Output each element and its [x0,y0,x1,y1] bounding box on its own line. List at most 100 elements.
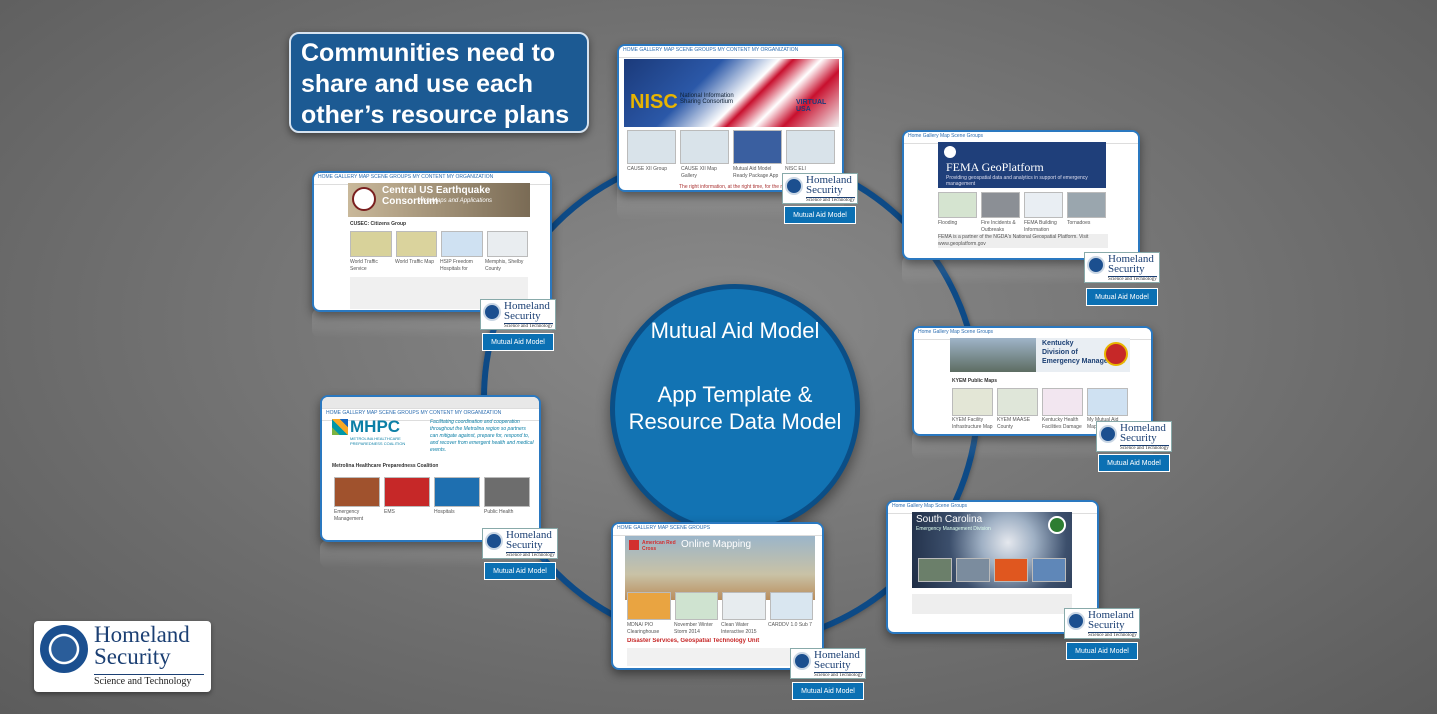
badge-word: Homeland [506,529,552,541]
ky-title: Kentucky [1042,340,1074,347]
mutual-aid-model-button[interactable]: Mutual Aid Model [1098,454,1170,472]
thumbnail[interactable] [918,558,952,582]
thumbnail[interactable] [786,130,835,164]
nisc-subtitle: National Information Sharing Consortium [680,93,734,105]
thumbnail[interactable] [434,477,480,507]
mutual-aid-model-button[interactable]: Mutual Aid Model [792,682,864,700]
badge-word: Science and Technology [806,197,855,203]
thumbnail[interactable] [395,231,437,257]
logo-word: Homeland [94,622,190,647]
thumbnail[interactable] [441,231,483,257]
mutual-aid-model-button[interactable]: Mutual Aid Model [784,206,856,224]
thumbnail[interactable] [994,558,1028,582]
thumbnail[interactable] [1087,388,1128,416]
mhpc-screenshot[interactable]: HOME GALLERY MAP SCENE GROUPS MY CONTENT… [320,395,541,542]
dhs-seal-icon [1087,256,1105,274]
cusec-screenshot[interactable]: HOME GALLERY MAP SCENE GROUPS MY CONTENT… [312,171,552,312]
kentucky-screenshot[interactable]: Home Gallery Map Scene Groups Kentucky D… [912,326,1153,436]
ky-title: Division of [1042,349,1078,356]
dhs-seal-icon [40,625,88,673]
thumbnail[interactable] [334,477,380,507]
badge-word: Homeland [504,300,550,312]
mhpc-logo-icon [332,419,348,435]
cusec-subtitle: Web Maps and Applications [418,198,493,204]
nisc-banner: NISC National Information Sharing Consor… [624,59,839,127]
site-nav: HOME GALLERY MAP SCENE GROUPS [613,524,822,536]
thumb-caption: EMS [384,509,395,515]
thumbnail[interactable] [486,231,528,257]
thumbnail[interactable] [938,192,977,218]
badge-word: Security [814,659,851,671]
thumbnail[interactable] [981,192,1020,218]
hub-title: Mutual Aid Model [650,318,820,343]
dhs-st-logo: Homeland Security Science and Technology [34,621,211,692]
thumbnail[interactable] [956,558,990,582]
hs-badge: Homeland Security Science and Technology [782,173,858,204]
thumbnail[interactable] [1042,388,1083,416]
dhs-seal-icon [485,532,503,550]
thumb-caption: NISC ELI [785,166,806,172]
thumbnail[interactable] [1032,558,1066,582]
nisc-screenshot[interactable]: HOME GALLERY MAP SCENE GROUPS MY CONTENT… [617,44,844,192]
fema-banner: FEMA GeoPlatform Providing geospatial da… [938,142,1106,188]
thumbnail[interactable] [384,477,430,507]
mutual-aid-model-button[interactable]: Mutual Aid Model [482,333,554,351]
thumbnail[interactable] [722,592,766,620]
mutual-aid-model-button[interactable]: Mutual Aid Model [484,562,556,580]
redcross-text-block [627,648,813,666]
mutual-aid-hub: Mutual Aid Model App Template & Resource… [610,284,860,534]
thumb-caption: Emergency Management [334,509,364,522]
cusec-banner: Central US Earthquake Consortium Web Map… [348,183,530,217]
mutual-aid-model-button[interactable]: Mutual Aid Model [1086,288,1158,306]
ky-title: Emergency Management [1042,358,1125,365]
thumb-row [952,388,1128,416]
mhpc-tagline: Facilitating coordination and cooperatio… [430,419,534,453]
thumbnail[interactable] [733,130,782,164]
thumbnail[interactable] [952,388,993,416]
browser-bar [322,397,539,409]
hs-badge: Homeland Security Science and Technology [482,528,558,559]
nisc-footer: The right information, at the right time… [679,184,807,190]
badge-word: Security [1120,432,1157,444]
mutual-aid-model-button[interactable]: Mutual Aid Model [1066,642,1138,660]
badge-word: Security [506,539,543,551]
thumbnail[interactable] [484,477,530,507]
thumbnail[interactable] [769,592,813,620]
red-cross-screenshot[interactable]: HOME GALLERY MAP SCENE GROUPS American R… [611,522,824,670]
virtual-usa-label: VIRTUAL USA [796,99,827,113]
badge-word: Science and Technology [814,672,863,678]
thumb-caption: Flooding [938,220,958,226]
callout-text: Communities need to share and use each o… [301,39,570,129]
thumb-row [938,192,1106,218]
ky-building-photo [950,338,1036,372]
thumb-caption: KYEM MAASE County Infrastructure Map [997,417,1031,430]
thumbnail[interactable] [1024,192,1063,218]
fema-footer: FEMA is a partner of the NGDA's National… [938,234,1108,248]
thumbnail[interactable] [627,130,676,164]
thumb-caption: Hospitals [434,509,455,515]
thumbnail[interactable] [674,592,718,620]
mhpc-section: Metrolina Healthcare Preparedness Coalit… [332,463,439,469]
redcross-brand: American Red Cross [642,540,676,552]
thumbnail[interactable] [1067,192,1106,218]
badge-word: Security [1088,619,1125,631]
thumbnail[interactable] [997,388,1038,416]
fema-screenshot[interactable]: Home Gallery Map Scene Groups FEMA GeoPl… [902,130,1140,260]
sc-title: South Carolina [916,514,983,525]
south-carolina-screenshot[interactable]: Home Gallery Map Scene Groups South Caro… [886,500,1099,634]
dhs-seal-icon [1067,612,1085,630]
badge-word: Homeland [1108,253,1154,265]
fema-seal-icon [944,146,956,158]
redcross-banner: American Red Cross Online Mapping [625,536,815,600]
sc-subtitle: Emergency Management Division [916,526,991,532]
callout-box: Communities need to share and use each o… [289,32,589,133]
sc-description-block [912,594,1072,614]
redcross-section: Disaster Services, Geospatial Technology… [627,638,760,644]
sc-seal-icon [1048,516,1066,534]
thumbnail[interactable] [680,130,729,164]
thumbnail[interactable] [350,231,392,257]
thumbnail[interactable] [627,592,671,620]
thumb-row [627,592,813,620]
mhpc-brand: MHPC [350,417,401,436]
site-nav: HOME GALLERY MAP SCENE GROUPS MY CONTENT… [619,46,842,58]
